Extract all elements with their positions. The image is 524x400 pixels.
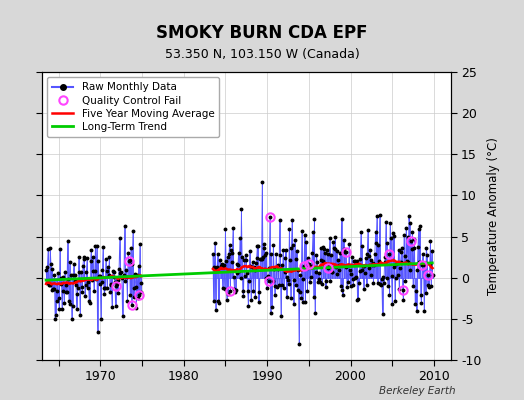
Y-axis label: Temperature Anomaly (°C): Temperature Anomaly (°C) — [487, 137, 500, 295]
Text: SMOKY BURN CDA EPF: SMOKY BURN CDA EPF — [156, 24, 368, 42]
Text: Berkeley Earth: Berkeley Earth — [379, 386, 456, 396]
Legend: Raw Monthly Data, Quality Control Fail, Five Year Moving Average, Long-Term Tren: Raw Monthly Data, Quality Control Fail, … — [47, 77, 220, 137]
Text: 53.350 N, 103.150 W (Canada): 53.350 N, 103.150 W (Canada) — [165, 48, 359, 61]
